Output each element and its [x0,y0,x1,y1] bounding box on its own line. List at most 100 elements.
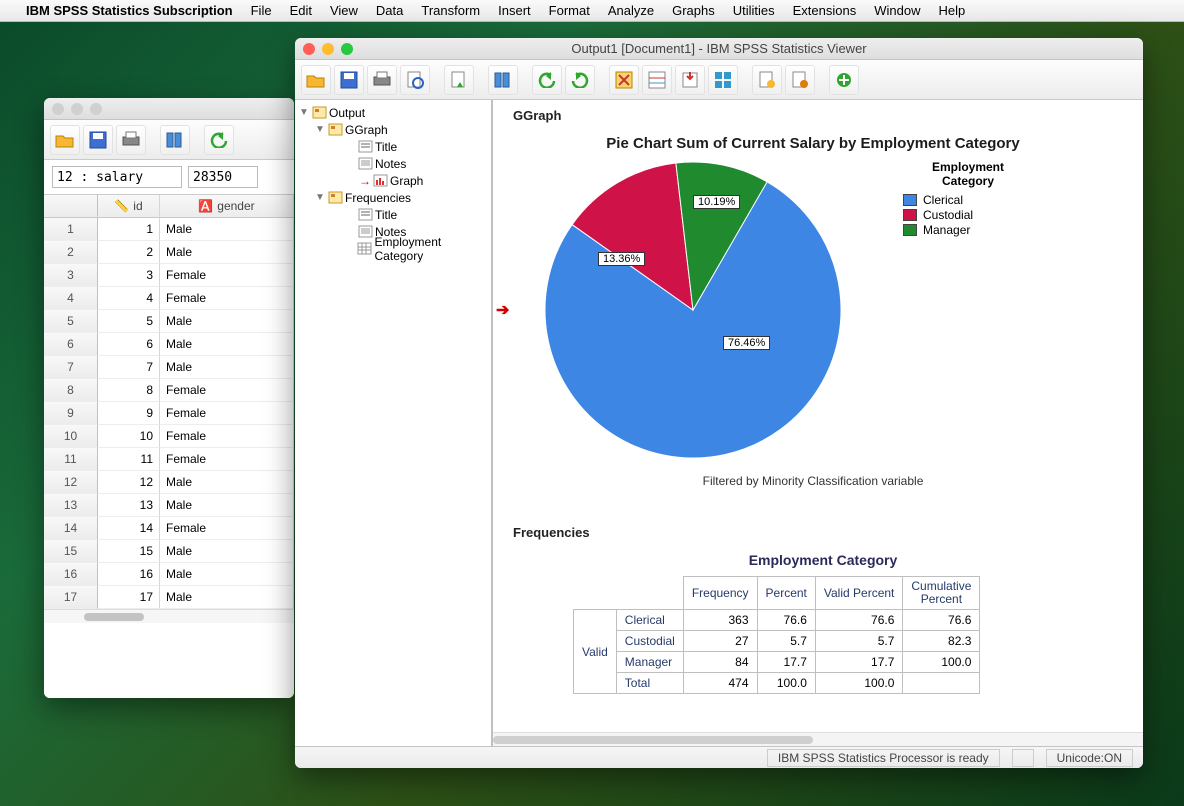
outline-item[interactable]: ▼Output [295,104,491,121]
cell-id[interactable]: 13 [98,494,160,517]
outline-item[interactable]: Title [295,138,491,155]
cell-gender[interactable]: Male [160,586,294,609]
cell-id[interactable]: 14 [98,517,160,540]
menu-insert[interactable]: Insert [498,3,531,18]
outline-item[interactable]: ▼Frequencies [295,189,491,206]
cell-id[interactable]: 2 [98,241,160,264]
pie-chart-output[interactable]: Pie Chart Sum of Current Salary by Emplo… [513,135,1113,505]
cell-gender[interactable]: Male [160,218,294,241]
menu-transform[interactable]: Transform [421,3,480,18]
table-row[interactable]: 11Male [44,218,294,241]
cell-gender[interactable]: Male [160,333,294,356]
goto-case-button[interactable] [609,65,639,95]
cell-gender[interactable]: Female [160,517,294,540]
menu-window[interactable]: Window [874,3,920,18]
redo-button[interactable] [565,65,595,95]
menu-view[interactable]: View [330,3,358,18]
table-row[interactable]: 1616Male [44,563,294,586]
export-button[interactable] [444,65,474,95]
table-row[interactable]: 1111Female [44,448,294,471]
cell-id[interactable]: 6 [98,333,160,356]
cell-id[interactable]: 1 [98,218,160,241]
data-horizontal-scrollbar[interactable] [44,609,294,623]
cell-gender[interactable]: Female [160,379,294,402]
table-row[interactable]: 44Female [44,287,294,310]
menu-data[interactable]: Data [376,3,403,18]
cell-gender[interactable]: Male [160,310,294,333]
cell-gender[interactable]: Female [160,287,294,310]
disclosure-icon[interactable]: ▼ [315,124,325,135]
cell-gender[interactable]: Female [160,264,294,287]
cell-gender[interactable]: Female [160,425,294,448]
frequencies-output[interactable]: Frequencies Employment Category Frequenc… [513,525,1139,694]
designate-window-button[interactable] [829,65,859,95]
menu-edit[interactable]: Edit [290,3,312,18]
cell-address-input[interactable] [52,166,182,188]
print-preview-button[interactable] [400,65,430,95]
save-button[interactable] [334,65,364,95]
column-header-id[interactable]: 📏id [98,195,160,217]
undo-button[interactable] [204,125,234,155]
close-button[interactable] [303,43,315,55]
output-viewer-titlebar[interactable]: Output1 [Document1] - IBM SPSS Statistic… [295,38,1143,60]
table-row[interactable]: 1717Male [44,586,294,609]
cell-id[interactable]: 17 [98,586,160,609]
table-row[interactable]: 88Female [44,379,294,402]
cell-id[interactable]: 5 [98,310,160,333]
cell-gender[interactable]: Female [160,402,294,425]
table-row[interactable]: 99Female [44,402,294,425]
menu-help[interactable]: Help [938,3,965,18]
outline-item[interactable]: ▼GGraph [295,121,491,138]
zoom-button[interactable] [341,43,353,55]
run-selection-button[interactable] [785,65,815,95]
outline-item[interactable]: Title [295,206,491,223]
viewer-horizontal-scrollbar[interactable] [493,732,1143,746]
table-row[interactable]: 1515Male [44,540,294,563]
cell-gender[interactable]: Female [160,448,294,471]
print-button[interactable] [367,65,397,95]
cell-id[interactable]: 15 [98,540,160,563]
insert-button[interactable] [675,65,705,95]
table-row[interactable]: 1010Female [44,425,294,448]
disclosure-icon[interactable]: ▼ [315,192,325,203]
table-row[interactable]: 1313Male [44,494,294,517]
minimize-button[interactable] [71,103,83,115]
data-grid[interactable]: 📏id 🅰️gender 11Male22Male33Female44Femal… [44,195,294,698]
menu-format[interactable]: Format [549,3,590,18]
cell-id[interactable]: 9 [98,402,160,425]
save-button[interactable] [83,125,113,155]
close-button[interactable] [52,103,64,115]
table-row[interactable]: 55Male [44,310,294,333]
data-editor-titlebar[interactable] [44,98,294,120]
cell-id[interactable]: 8 [98,379,160,402]
cell-gender[interactable]: Male [160,471,294,494]
cell-id[interactable]: 11 [98,448,160,471]
cell-id[interactable]: 16 [98,563,160,586]
table-row[interactable]: 1414Female [44,517,294,540]
cell-gender[interactable]: Male [160,540,294,563]
cell-gender[interactable]: Male [160,494,294,517]
menu-file[interactable]: File [251,3,272,18]
table-row[interactable]: 22Male [44,241,294,264]
app-menu[interactable]: IBM SPSS Statistics Subscription [26,3,233,18]
select-button[interactable] [708,65,738,95]
cell-id[interactable]: 12 [98,471,160,494]
cell-gender[interactable]: Male [160,241,294,264]
table-row[interactable]: 33Female [44,264,294,287]
open-button[interactable] [301,65,331,95]
outline-item[interactable]: →Graph [295,172,491,189]
column-header-gender[interactable]: 🅰️gender [160,195,294,217]
minimize-button[interactable] [322,43,334,55]
menu-graphs[interactable]: Graphs [672,3,715,18]
outline-item[interactable]: Notes [295,155,491,172]
output-viewer-pane[interactable]: ➔ GGraph Pie Chart Sum of Current Salary… [493,100,1143,746]
zoom-button[interactable] [90,103,102,115]
cell-value-input[interactable] [188,166,258,188]
cell-id[interactable]: 3 [98,264,160,287]
menu-extensions[interactable]: Extensions [793,3,857,18]
cell-id[interactable]: 4 [98,287,160,310]
goto-data-button[interactable] [488,65,518,95]
table-row[interactable]: 66Male [44,333,294,356]
goto-button[interactable] [160,125,190,155]
variables-button[interactable] [642,65,672,95]
